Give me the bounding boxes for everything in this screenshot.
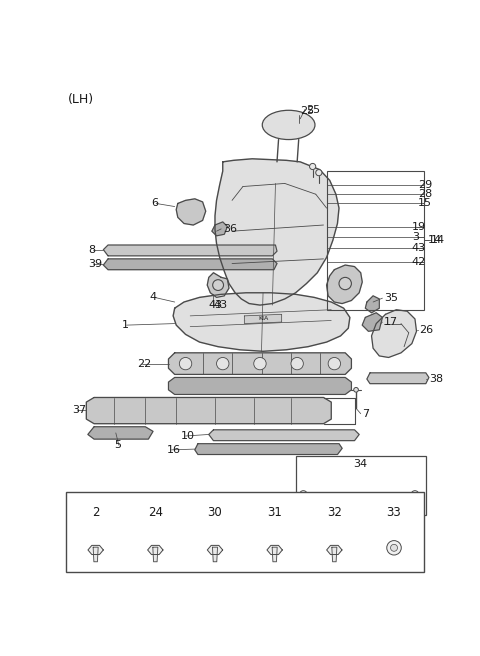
Text: 26: 26 bbox=[420, 325, 434, 335]
Bar bbox=[296, 456, 426, 514]
Polygon shape bbox=[332, 547, 337, 562]
Polygon shape bbox=[365, 296, 379, 313]
Polygon shape bbox=[372, 310, 417, 358]
Polygon shape bbox=[207, 273, 229, 297]
Text: 33: 33 bbox=[387, 506, 401, 519]
Polygon shape bbox=[362, 313, 383, 331]
Text: 16: 16 bbox=[167, 445, 181, 455]
Text: 32: 32 bbox=[327, 506, 342, 519]
Text: 8: 8 bbox=[88, 245, 95, 255]
Ellipse shape bbox=[262, 110, 315, 140]
Text: 25: 25 bbox=[306, 104, 321, 115]
Polygon shape bbox=[88, 545, 103, 554]
Circle shape bbox=[300, 491, 307, 499]
Polygon shape bbox=[176, 199, 206, 225]
Text: 10: 10 bbox=[181, 431, 195, 441]
Polygon shape bbox=[195, 443, 342, 455]
Text: KIA: KIA bbox=[258, 316, 268, 321]
Text: 31: 31 bbox=[267, 506, 282, 519]
Circle shape bbox=[354, 388, 359, 392]
Text: 43: 43 bbox=[214, 300, 228, 310]
Text: 34: 34 bbox=[354, 459, 368, 470]
Circle shape bbox=[310, 163, 316, 170]
Polygon shape bbox=[326, 265, 362, 304]
Text: 43: 43 bbox=[209, 300, 223, 310]
Text: 19: 19 bbox=[412, 222, 426, 232]
Text: 4: 4 bbox=[150, 293, 157, 302]
Text: 29: 29 bbox=[418, 180, 432, 190]
Text: 3: 3 bbox=[412, 232, 419, 242]
Text: 30: 30 bbox=[208, 506, 222, 519]
Polygon shape bbox=[244, 314, 282, 323]
Circle shape bbox=[339, 277, 351, 290]
Text: 42: 42 bbox=[412, 257, 426, 267]
Text: 6: 6 bbox=[152, 199, 158, 209]
Polygon shape bbox=[148, 545, 163, 554]
Text: 43: 43 bbox=[412, 243, 426, 253]
Text: 39: 39 bbox=[88, 259, 102, 270]
Polygon shape bbox=[153, 547, 158, 562]
Circle shape bbox=[411, 491, 419, 499]
Polygon shape bbox=[86, 398, 331, 424]
Polygon shape bbox=[88, 427, 153, 439]
Circle shape bbox=[216, 358, 229, 370]
Text: 5: 5 bbox=[114, 440, 121, 450]
Polygon shape bbox=[93, 547, 98, 562]
Text: (LH): (LH) bbox=[68, 92, 94, 106]
Polygon shape bbox=[207, 545, 223, 554]
Polygon shape bbox=[212, 222, 228, 236]
Polygon shape bbox=[327, 545, 342, 554]
Polygon shape bbox=[103, 259, 277, 270]
Text: 7: 7 bbox=[362, 409, 370, 419]
Bar bbox=[66, 492, 424, 572]
Polygon shape bbox=[168, 377, 351, 394]
Text: 15: 15 bbox=[418, 199, 432, 209]
Text: 37: 37 bbox=[72, 405, 86, 415]
Polygon shape bbox=[367, 373, 429, 384]
Circle shape bbox=[391, 544, 397, 551]
Polygon shape bbox=[168, 353, 351, 375]
Polygon shape bbox=[103, 245, 277, 256]
Text: 14: 14 bbox=[431, 236, 444, 245]
Circle shape bbox=[387, 541, 401, 555]
Text: 38: 38 bbox=[429, 374, 443, 384]
Polygon shape bbox=[215, 159, 339, 305]
Text: 14: 14 bbox=[427, 236, 442, 245]
Text: 17: 17 bbox=[384, 317, 398, 327]
Polygon shape bbox=[267, 545, 282, 554]
Polygon shape bbox=[213, 547, 217, 562]
Circle shape bbox=[328, 358, 340, 370]
Text: 36: 36 bbox=[223, 224, 237, 234]
Bar bbox=[326, 171, 424, 310]
Text: 35: 35 bbox=[384, 293, 398, 303]
Polygon shape bbox=[272, 547, 277, 562]
Polygon shape bbox=[209, 430, 359, 441]
Text: 22: 22 bbox=[137, 359, 152, 369]
Circle shape bbox=[316, 170, 322, 176]
Text: 24: 24 bbox=[148, 506, 163, 519]
Text: 1: 1 bbox=[122, 320, 129, 330]
Text: 28: 28 bbox=[418, 189, 432, 199]
Polygon shape bbox=[173, 293, 350, 352]
Circle shape bbox=[291, 358, 303, 370]
Circle shape bbox=[213, 279, 224, 291]
Circle shape bbox=[254, 358, 266, 370]
Circle shape bbox=[180, 358, 192, 370]
Text: 2: 2 bbox=[92, 506, 99, 519]
Text: 25: 25 bbox=[300, 106, 314, 116]
